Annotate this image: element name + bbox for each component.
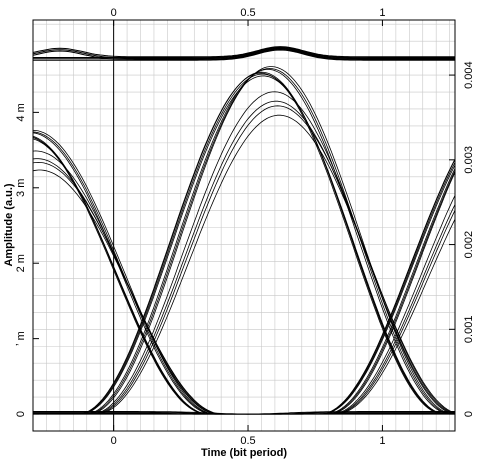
eye-trace-one-level xyxy=(33,49,455,61)
eye-trace-one-level xyxy=(32,47,455,59)
eye-trace xyxy=(33,91,456,415)
eye-trace-one-level xyxy=(32,46,455,58)
y-left-tick-label: 4 m xyxy=(15,103,27,121)
eye-trace xyxy=(33,69,455,415)
eye-trace-zero-level xyxy=(33,411,455,415)
x-top-tick-label: 0 xyxy=(111,7,117,19)
y-left-tick-label: 3 m xyxy=(15,179,27,197)
x-tick-label: 1 xyxy=(379,435,385,447)
y-right-tick-label: 0.003 xyxy=(463,146,475,174)
eye-traces xyxy=(32,46,456,415)
eye-trace-one-level xyxy=(33,46,455,58)
x-top-tick-label: 1 xyxy=(379,7,385,19)
x-axis-label: Time (bit period) xyxy=(201,447,287,459)
plot-frame xyxy=(32,19,456,432)
y-left-tick-label: 2 m xyxy=(15,254,27,272)
y-right-tick-label: 0 xyxy=(463,411,475,417)
y-axis-label: Amplitude (a.u.) xyxy=(3,183,15,266)
y-right-tick-label: 0.004 xyxy=(463,61,475,89)
y-left-tick-label: 0 xyxy=(15,411,27,417)
grid xyxy=(33,20,455,431)
y-left-tick-label: ʼ m xyxy=(15,331,27,346)
y-right-tick-label: 0.001 xyxy=(463,316,475,344)
x-top-tick-label: 0.5 xyxy=(240,7,255,19)
y-right-tick-label: 0.002 xyxy=(463,231,475,259)
eye-trace-one-level xyxy=(33,48,455,60)
axis-ticks: 0 0.5 1 0 0.5 1 0 ʼ m 2 m 3 m 4 m 0 0.001 0.002 0.003 0… xyxy=(15,7,475,447)
x-tick-label: 0.5 xyxy=(240,435,255,447)
x-tick-label: 0 xyxy=(111,435,117,447)
eye-trace-one-level xyxy=(32,48,455,60)
